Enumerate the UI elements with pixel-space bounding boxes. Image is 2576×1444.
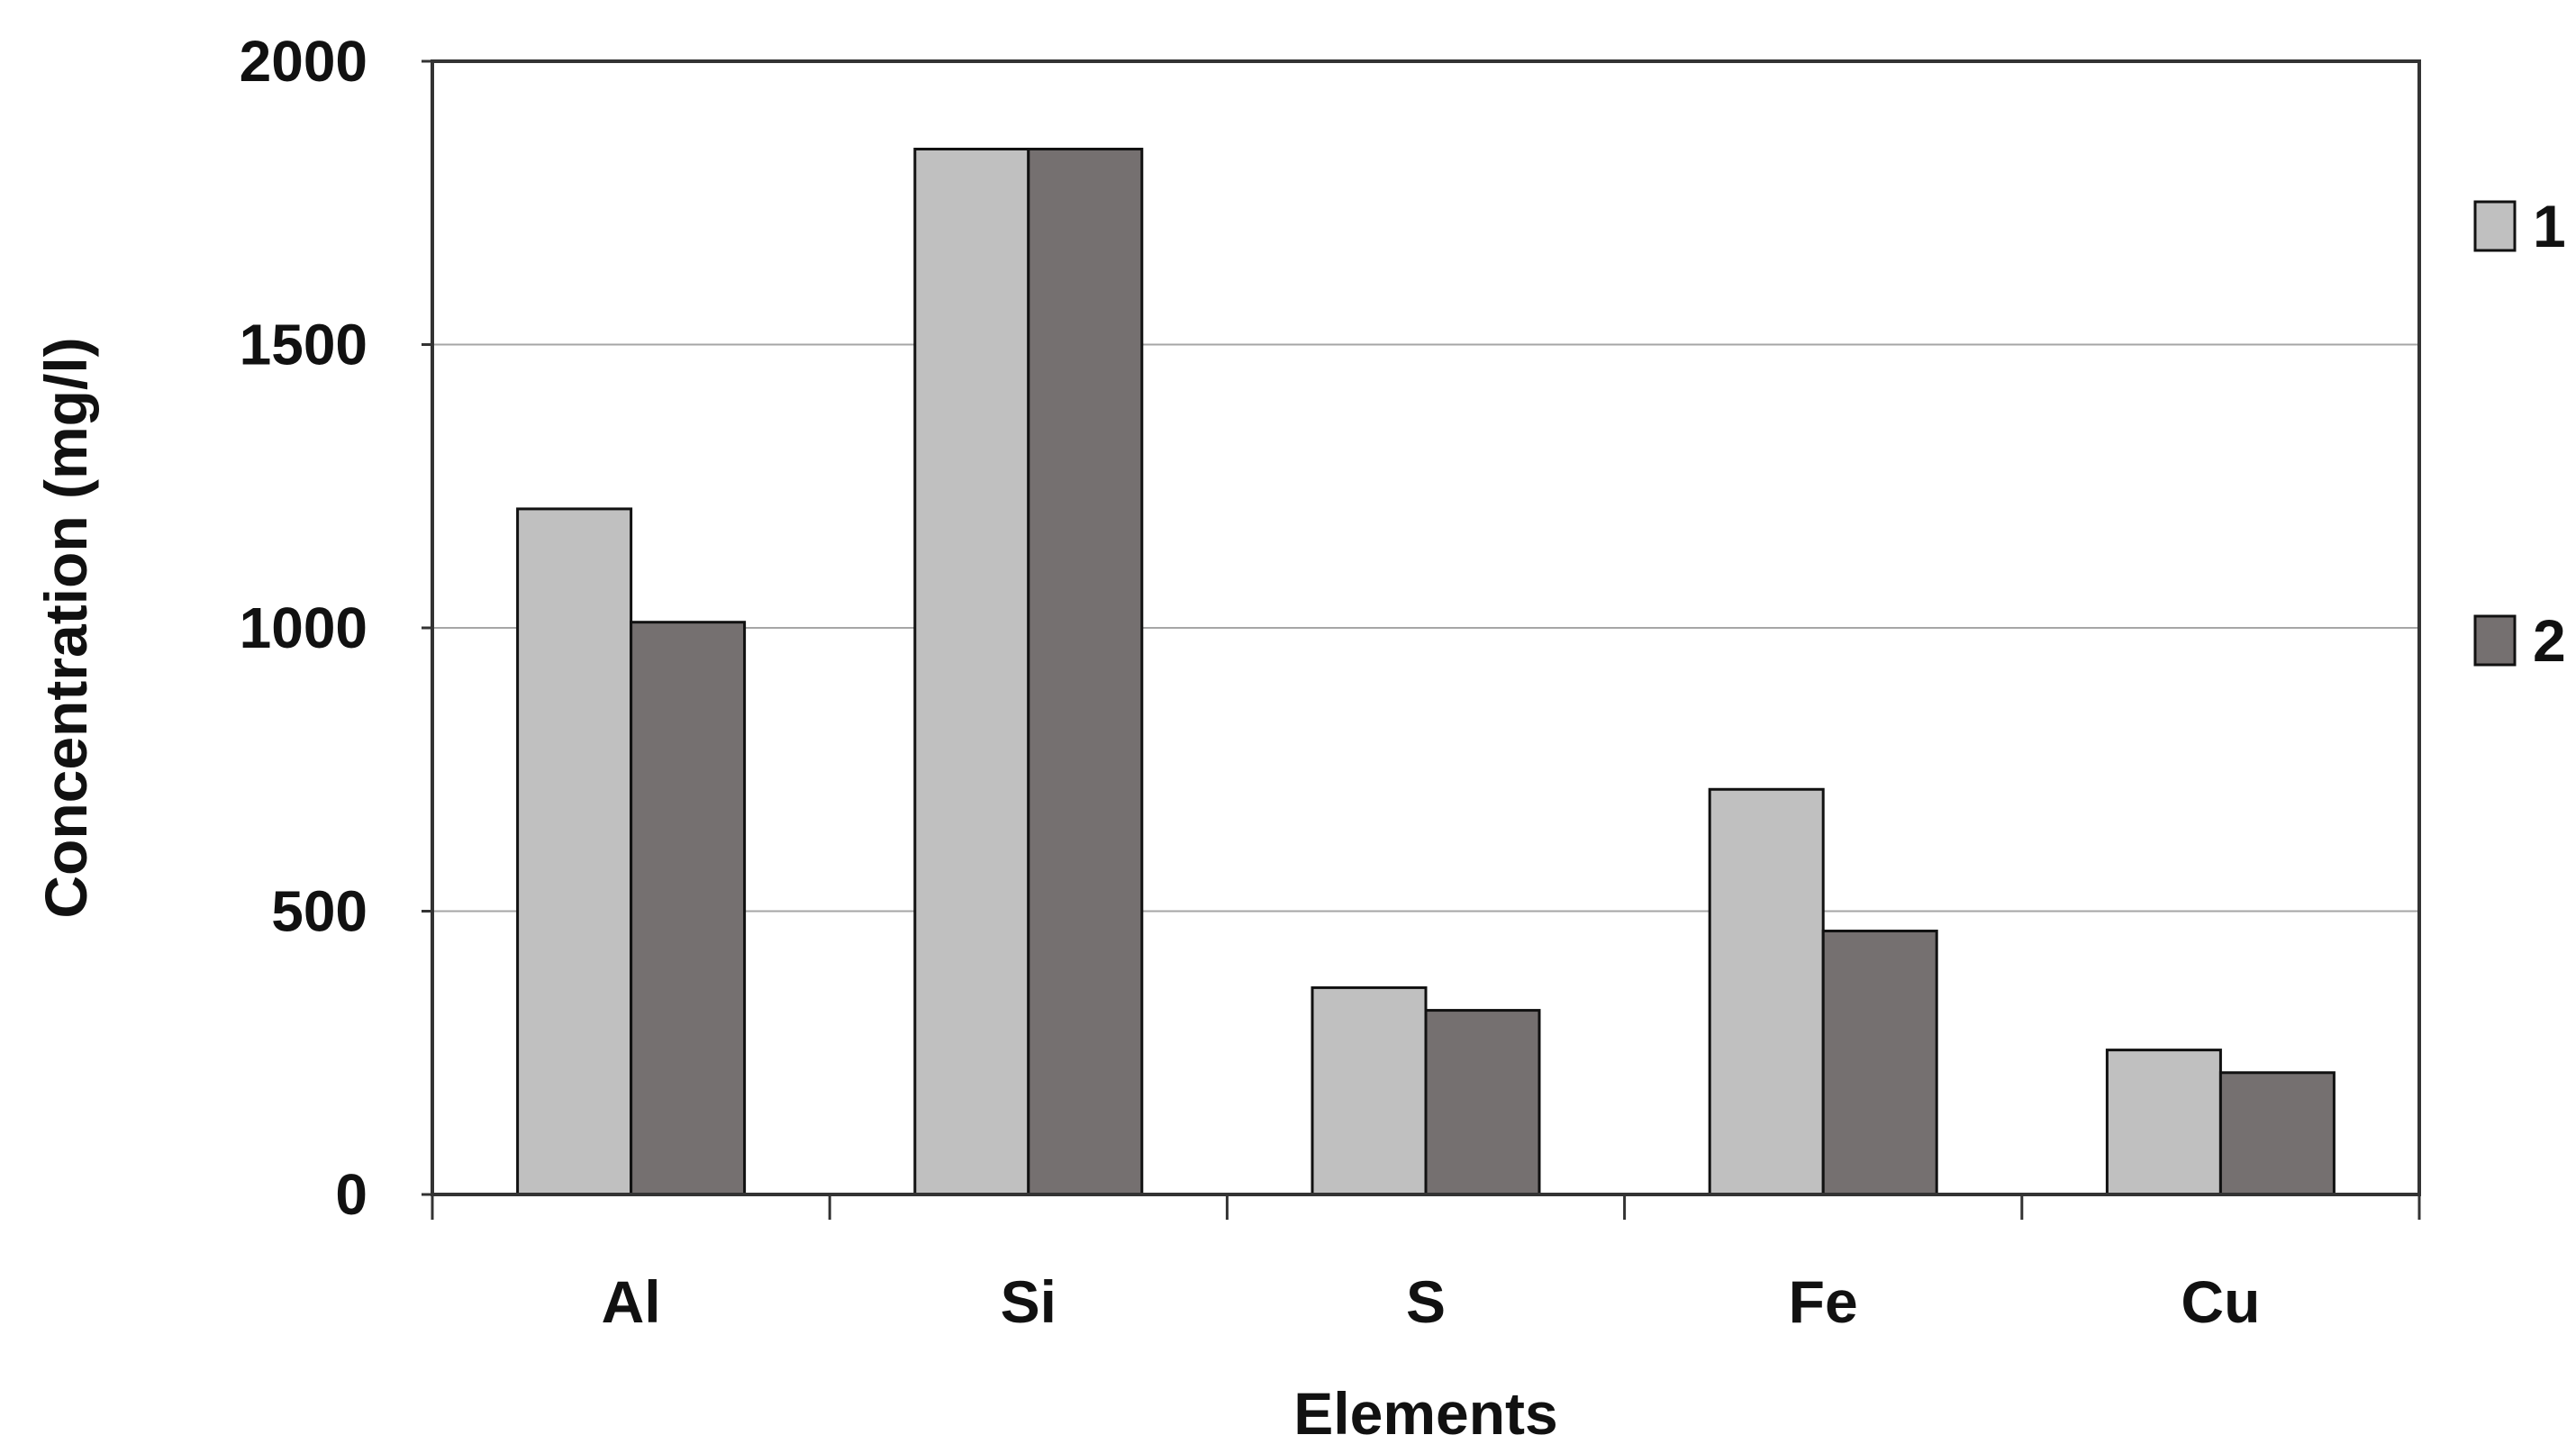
bar-series-2-fe — [1821, 930, 1938, 1196]
y-tick-label: 500 — [271, 879, 367, 944]
bar-series-1-cu — [2105, 1049, 2222, 1196]
gridlines — [432, 343, 2419, 913]
x-tick-label: Cu — [2181, 1268, 2260, 1335]
bar-series-2-si — [1027, 147, 1144, 1196]
legend-label-series-2: 2 — [2533, 607, 2566, 674]
bar-series-1-s — [1311, 985, 1428, 1196]
bar-series-1-fe — [1708, 787, 1825, 1196]
y-tick-label: 1000 — [240, 595, 367, 660]
legend-swatch-series-2 — [2473, 614, 2517, 667]
bar-series-2-al — [630, 621, 747, 1196]
x-tick-label: Al — [602, 1268, 661, 1335]
x-tick-label: S — [1406, 1268, 1446, 1335]
legend-swatch-series-1 — [2473, 200, 2517, 252]
legend-label-series-1: 1 — [2533, 193, 2566, 259]
x-axis-label: Elements — [1293, 1380, 1557, 1439]
y-tick-label: 0 — [335, 1162, 367, 1227]
axes: 0 500 1000 1500 2000 Al Si S Fe Cu — [240, 29, 2421, 1335]
x-tick-label: Si — [1001, 1268, 1057, 1335]
y-tick-label: 2000 — [240, 29, 367, 94]
bar-series-1-si — [913, 147, 1030, 1196]
bar-series-1-al — [516, 507, 633, 1196]
bars — [516, 147, 2336, 1196]
y-axis-label: Concentration (mg/l) — [32, 337, 99, 918]
y-tick-label: 1500 — [240, 313, 367, 377]
bar-series-2-s — [1424, 1009, 1541, 1196]
legend: 12 — [2473, 193, 2566, 674]
bar-series-2-cu — [2218, 1071, 2336, 1196]
x-tick-label: Fe — [1789, 1268, 1858, 1335]
